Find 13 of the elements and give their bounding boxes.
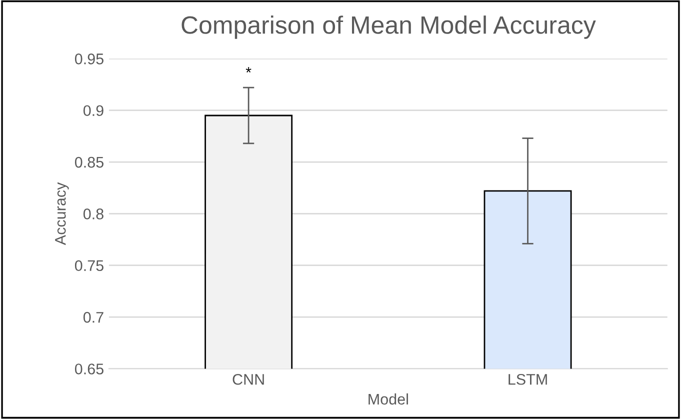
y-tick-label: 0.7: [83, 312, 104, 323]
annotation: *: [246, 67, 252, 73]
y-tick-label: 0.75: [74, 260, 104, 272]
x-axis-title: Model: [368, 393, 408, 405]
y-axis-title: Accuracy: [55, 182, 69, 246]
y-tick-label: 0.95: [74, 54, 104, 64]
x-tick-label: CNN: [232, 374, 264, 385]
x-tick-label: LSTM: [508, 374, 547, 385]
y-tick-label: 0.85: [74, 156, 104, 168]
chart-title: Comparison of Mean Model Accuracy: [182, 16, 596, 39]
y-tick-label: 0.8: [83, 208, 104, 220]
y-tick-label: 0.65: [74, 364, 104, 374]
y-tick-label: 0.9: [83, 105, 104, 116]
